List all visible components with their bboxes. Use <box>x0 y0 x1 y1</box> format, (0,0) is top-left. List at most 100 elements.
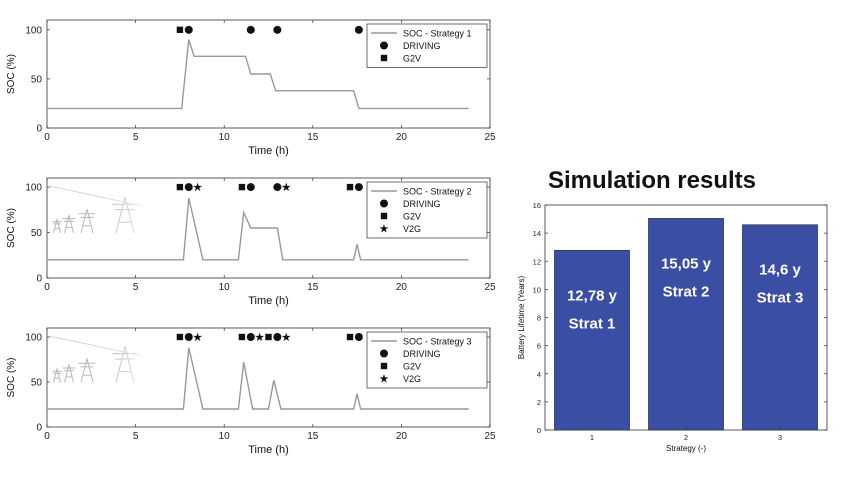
x-tick-label: 20 <box>396 132 408 143</box>
x-tick-label: 5 <box>133 431 139 442</box>
y-tick-label: 0 <box>36 124 42 135</box>
driving-marker <box>354 183 363 192</box>
plot-frame <box>46 19 491 129</box>
page-title: Simulation results <box>548 167 756 194</box>
driving-marker <box>273 25 282 34</box>
transmission-tower-icon <box>52 218 62 234</box>
g2v-marker <box>176 26 184 34</box>
driving-marker <box>380 349 388 358</box>
plot-frame <box>46 177 491 279</box>
legend: SOC - Strategy 3 DRIVING G2V ★ V2G <box>366 331 488 389</box>
x-tick-label: 2 <box>684 433 688 442</box>
x-tick-label: 20 <box>396 431 408 442</box>
x-axis-label: Time (h) <box>248 444 289 456</box>
power-tower-image <box>48 178 157 238</box>
driving-marker <box>246 25 255 34</box>
g2v-marker <box>265 333 272 341</box>
legend-entry-label: DRIVING <box>403 41 441 51</box>
y-tick-label: 2 <box>537 398 541 407</box>
legend-entry-label: DRIVING <box>403 199 441 209</box>
g2v-marker <box>176 183 184 191</box>
image-fade <box>107 178 157 238</box>
g2v-marker <box>346 333 354 341</box>
y-axis-label: Battery Lifetime (Years) <box>517 276 526 360</box>
transmission-tower-icon <box>62 214 76 234</box>
y-tick-label: 100 <box>25 333 42 344</box>
plot-marks: ★ ★ <box>47 183 469 261</box>
x-tick-label: 15 <box>307 282 319 293</box>
legend-entry-label: SOC - Strategy 3 <box>403 337 472 347</box>
soc-line <box>47 347 469 410</box>
v2g-marker: ★ <box>380 224 389 235</box>
x-tick-label: 15 <box>307 431 319 442</box>
bar-value-label: 12,78 y <box>567 287 618 304</box>
bar-value-label: 15,05 y <box>661 255 712 272</box>
legend-entry-label: V2G <box>403 374 421 384</box>
x-tick-label: 1 <box>590 433 594 442</box>
g2v-marker <box>176 333 184 341</box>
legend-entry-label: G2V <box>403 362 421 372</box>
g2v-marker <box>380 362 388 370</box>
driving-marker <box>184 333 193 341</box>
x-tick-label: 0 <box>44 282 50 293</box>
x-tick-label: 0 <box>44 431 50 442</box>
x-tick-label: 5 <box>133 282 139 293</box>
axis-ticks: 0 5 10 15 20 25 0 50 100 <box>25 328 496 442</box>
axis-ticks: 0 5 10 15 20 25 0 50 100 <box>25 178 496 293</box>
driving-marker <box>354 333 363 341</box>
x-tick-label: 3 <box>778 433 782 442</box>
bar-strategy-2 <box>648 218 724 431</box>
plot-marks: 12,78 y Strat 1 15,05 y Strat 2 14,6 y Strat … <box>554 218 818 431</box>
driving-marker <box>380 199 388 208</box>
v2g-marker: ★ <box>193 183 202 194</box>
y-tick-label: 0 <box>537 426 541 435</box>
bar-name-label: Strat 3 <box>757 290 804 307</box>
transmission-tower-icon <box>78 358 96 383</box>
x-axis-label: Time (h) <box>248 145 289 157</box>
bar-strategy-3 <box>742 224 818 431</box>
legend-entry-label: DRIVING <box>403 349 441 359</box>
x-tick-label: 20 <box>396 282 408 293</box>
soc-plot-strategy-3: ★ ★ ★ 0 5 10 15 20 25 0 50 100 SOC - Strategy 3 DRI… <box>6 327 496 456</box>
soc-plot-strategy-1: 0 5 10 15 20 25 0 50 100 SOC - Strategy 1 DRIVING… <box>6 19 496 157</box>
x-tick-label: 5 <box>133 132 139 143</box>
v2g-marker: ★ <box>282 183 291 194</box>
transmission-tower-icon <box>78 208 96 234</box>
y-tick-label: 0 <box>36 423 42 434</box>
legend-entry-label: SOC - Strategy 2 <box>403 187 472 197</box>
y-tick-label: 6 <box>537 342 541 351</box>
x-tick-label: 15 <box>307 132 319 143</box>
plot-frame <box>46 327 491 428</box>
bar-value-label: 14,6 y <box>759 262 801 279</box>
bar-strategy-1 <box>554 250 630 431</box>
transmission-tower-icon <box>52 368 62 383</box>
bar-name-label: Strat 1 <box>569 315 616 332</box>
driving-marker <box>184 183 193 192</box>
x-axis-label: Strategy (-) <box>666 444 706 453</box>
v2g-marker: ★ <box>282 333 291 344</box>
driving-marker <box>246 333 255 341</box>
driving-marker <box>354 25 363 34</box>
driving-marker <box>273 183 282 192</box>
y-tick-label: 12 <box>533 257 541 266</box>
legend: SOC - Strategy 1 DRIVING G2V <box>366 23 488 68</box>
x-tick-label: 10 <box>219 132 231 143</box>
y-axis-label: SOC (%) <box>6 208 17 248</box>
g2v-marker <box>238 183 246 191</box>
legend-entry-label: SOC - Strategy 1 <box>403 29 472 39</box>
y-tick-label: 10 <box>533 285 541 294</box>
x-tick-label: 25 <box>484 282 496 293</box>
soc-line <box>47 197 469 261</box>
driving-marker <box>273 333 282 341</box>
v2g-marker: ★ <box>255 333 264 344</box>
y-tick-label: 100 <box>25 183 42 194</box>
battery-lifetime-bar-chart: 12,78 y Strat 1 15,05 y Strat 2 14,6 y Strat … <box>517 201 828 453</box>
driving-marker <box>380 41 388 50</box>
v2g-marker: ★ <box>380 374 389 385</box>
soc-line <box>47 39 469 110</box>
y-tick-label: 16 <box>533 201 541 210</box>
driving-marker <box>246 183 255 192</box>
